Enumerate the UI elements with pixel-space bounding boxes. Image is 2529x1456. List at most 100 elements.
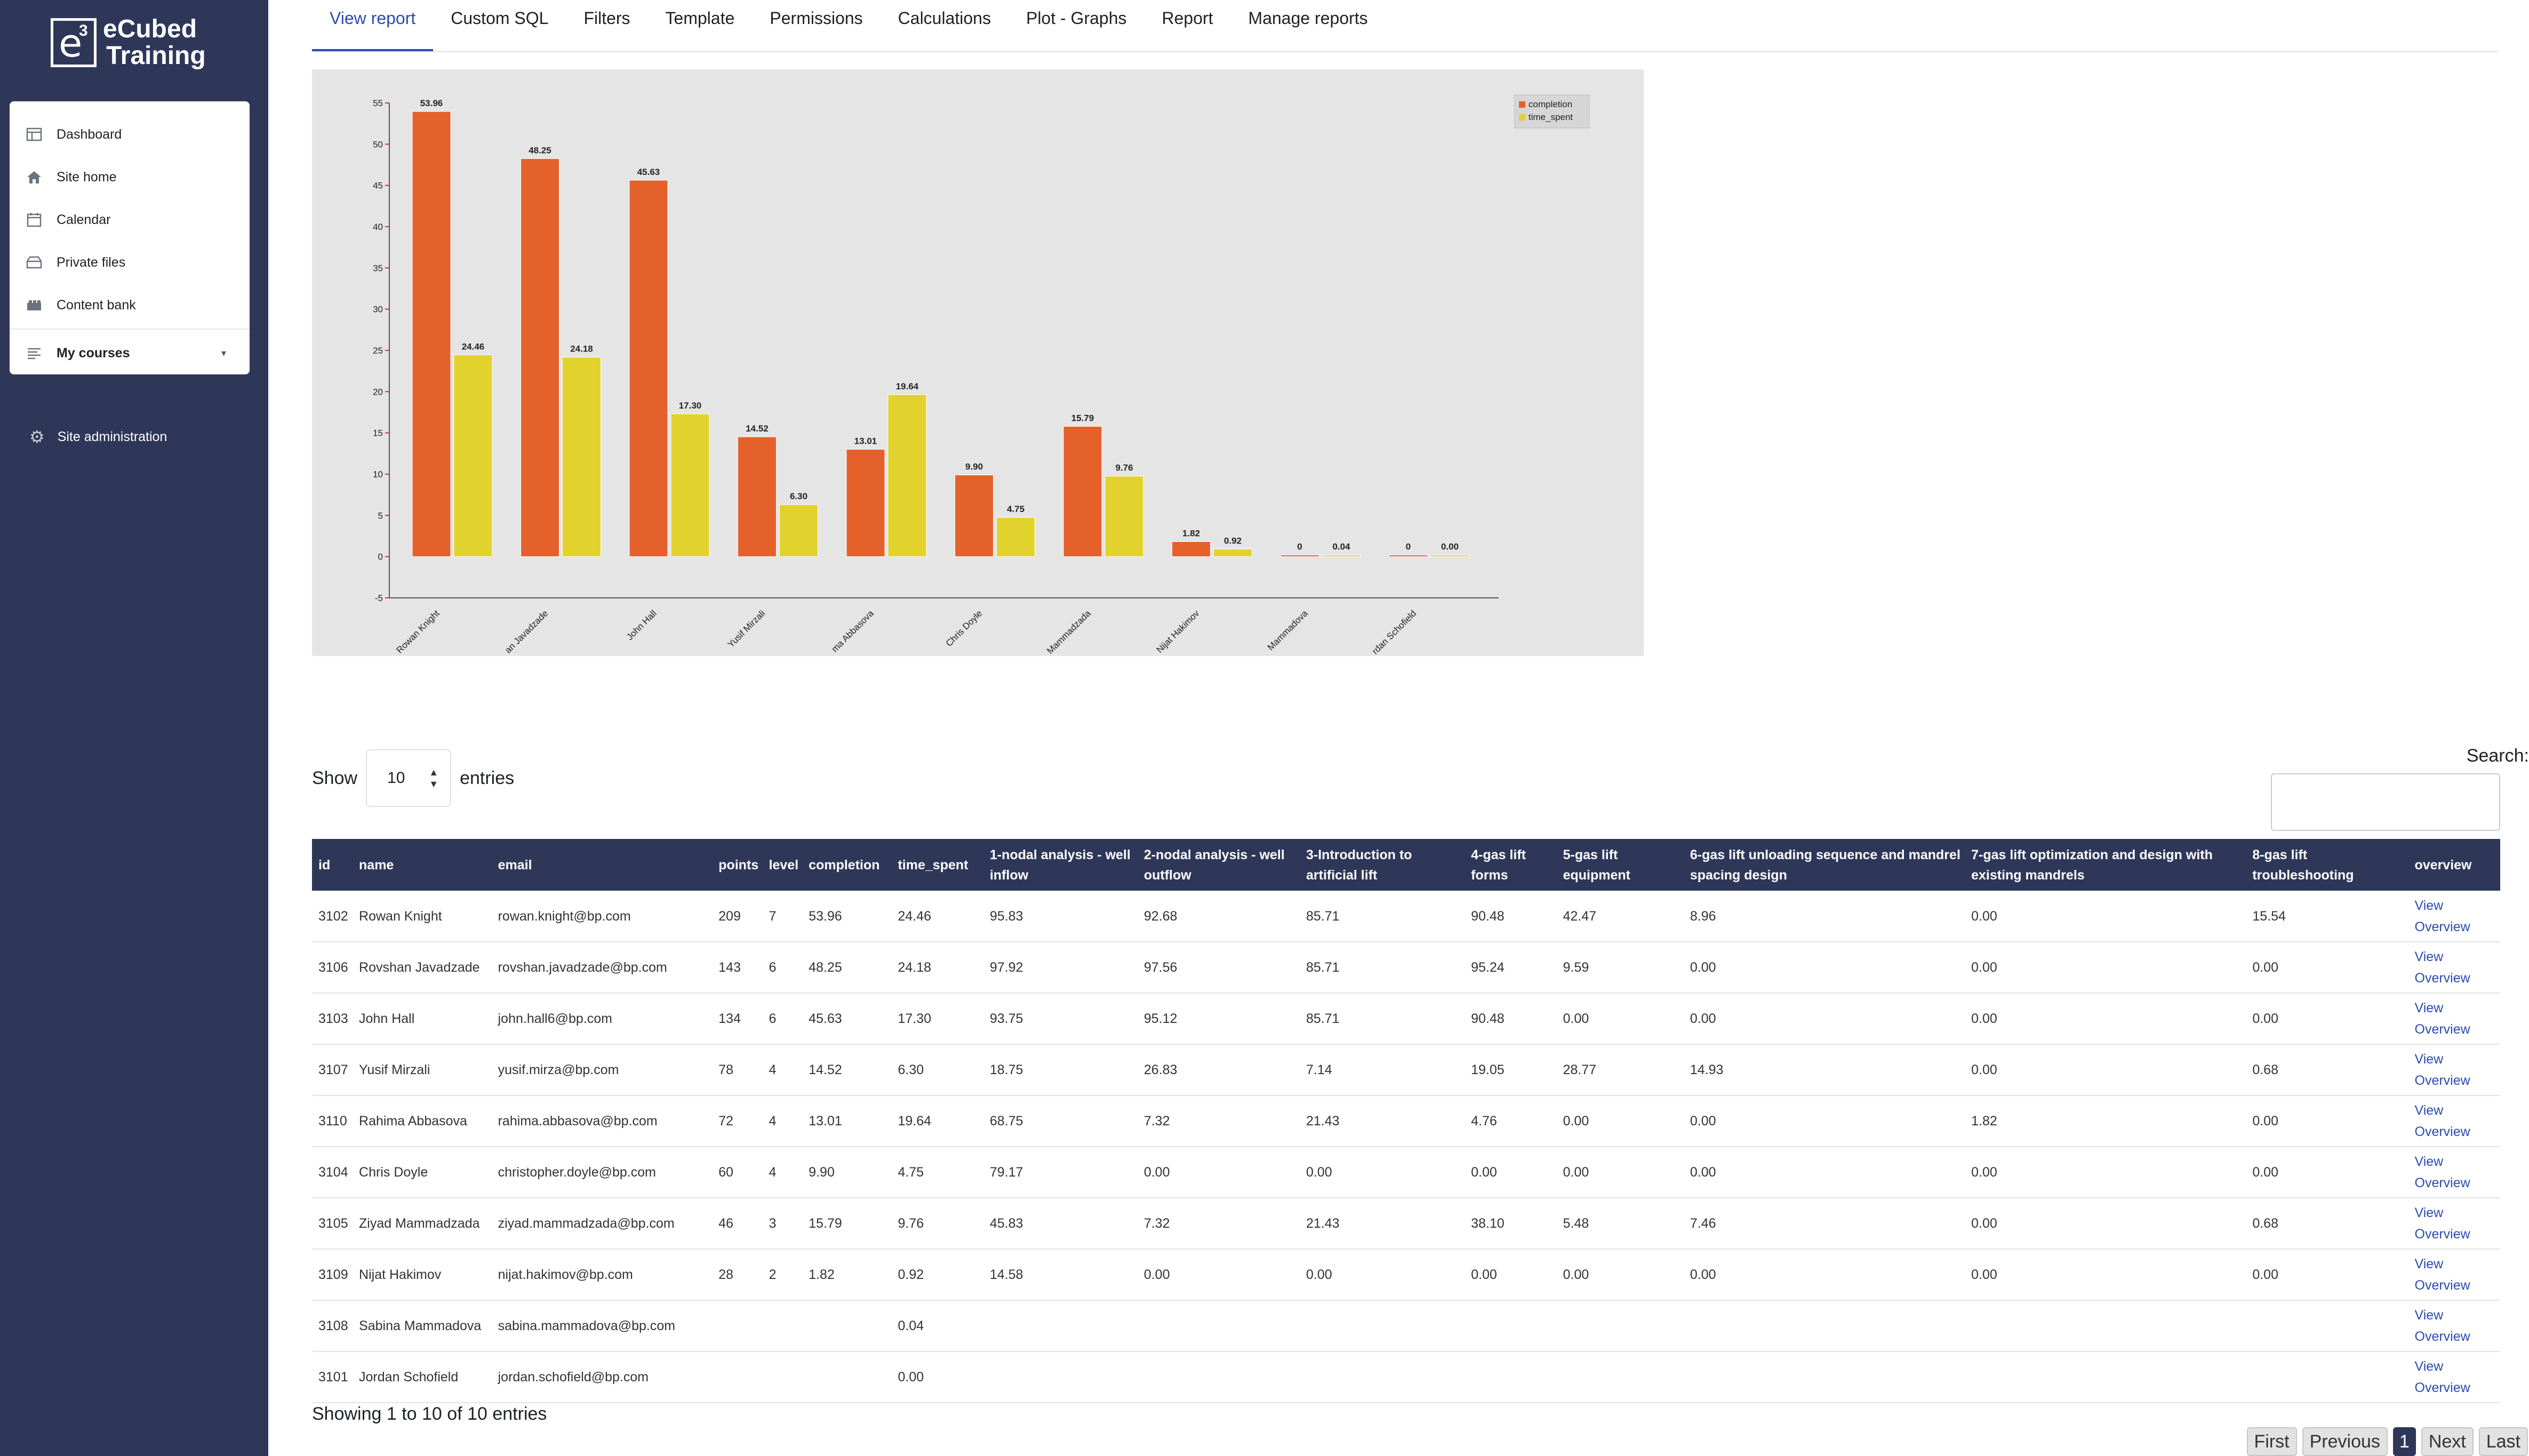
table-cell: 38.10 — [1464, 1198, 1557, 1250]
view-overview-link[interactable]: View Overview — [2408, 993, 2500, 1045]
view-overview-link-line1: View — [2414, 949, 2444, 964]
table-cell: 6 — [762, 942, 803, 994]
bar-value-label: 53.96 — [420, 98, 443, 108]
sidebar-item-my-courses[interactable]: My courses ▾ — [10, 332, 250, 374]
table-cell: 0.00 — [1965, 1198, 2246, 1250]
entries-select[interactable]: 10 ▲ ▼ — [366, 749, 452, 807]
table-cell — [1556, 1300, 1684, 1352]
table-cell: john.hall6@bp.com — [491, 993, 713, 1045]
column-header[interactable]: points — [718, 857, 759, 873]
table-cell: Nijat Hakimov — [353, 1249, 492, 1301]
tab-manage-reports[interactable]: Manage reports — [1248, 9, 1368, 28]
sidebar-item-calendar[interactable]: Calendar — [10, 198, 250, 241]
column-header[interactable]: id — [318, 857, 331, 873]
logo-sup: 3 — [79, 22, 88, 39]
column-header[interactable]: email — [498, 857, 532, 873]
view-overview-link[interactable]: View Overview — [2408, 891, 2500, 942]
column-header[interactable]: 4-gas lift forms — [1471, 847, 1526, 883]
courses-icon — [26, 345, 43, 362]
bar-value-label: 4.75 — [1007, 504, 1025, 514]
table-body: 3102 Rowan Knight rowan.knight@bp.com 209 7 5… — [312, 891, 2500, 1403]
table-cell: 0.00 — [1683, 1147, 1965, 1198]
search-input[interactable] — [2271, 773, 2500, 831]
table-cell — [802, 1300, 892, 1352]
column-header[interactable]: 5-gas lift equipment — [1563, 847, 1630, 883]
y-tick-label: 15 — [373, 428, 383, 438]
table-cell: 13.01 — [802, 1095, 892, 1147]
column-header[interactable]: overview — [2414, 857, 2472, 873]
column-header[interactable]: 8-gas lift troubleshooting — [2252, 847, 2354, 883]
table-row: 3102 Rowan Knight rowan.knight@bp.com 209 7 5… — [312, 891, 2500, 942]
table-cell: 26.83 — [1137, 1044, 1300, 1096]
view-overview-link[interactable]: View Overview — [2408, 1147, 2500, 1198]
view-overview-link[interactable]: View Overview — [2408, 1044, 2500, 1096]
sidebar-item-content-bank[interactable]: Content bank — [10, 284, 250, 326]
tab-filters[interactable]: Filters — [583, 9, 630, 28]
bar-completion — [1172, 541, 1211, 557]
bar-value-label: 9.90 — [965, 462, 983, 472]
tab-calculations[interactable]: Calculations — [898, 9, 991, 28]
table-cell: 4.76 — [1464, 1095, 1557, 1147]
view-overview-link[interactable]: View Overview — [2408, 1300, 2500, 1352]
sidebar-item-site-home[interactable]: Site home — [10, 156, 250, 198]
column-header[interactable]: level — [769, 857, 799, 873]
table-cell: 0.00 — [2246, 1095, 2408, 1147]
pager-first-button[interactable]: First — [2246, 1427, 2297, 1456]
x-tick-label: Nijat Hakimov — [1155, 608, 1202, 655]
table-cell: 0.00 — [1299, 1249, 1465, 1301]
sidebar-item-private-files[interactable]: Private files — [10, 241, 250, 284]
sidebar-item-site-administration[interactable]: ⚙ Site administration — [29, 427, 167, 447]
view-overview-link[interactable]: View Overview — [2408, 1198, 2500, 1250]
column-header[interactable]: completion — [809, 857, 880, 873]
pager-next-button[interactable]: Next — [2421, 1427, 2474, 1456]
column-header[interactable]: 7-gas lift optimization and design with … — [1971, 847, 2213, 883]
pager-previous-button[interactable]: Previous — [2302, 1427, 2388, 1456]
table-cell: christopher.doyle@bp.com — [491, 1147, 713, 1198]
tab-plot-graphs[interactable]: Plot - Graphs — [1026, 9, 1127, 28]
column-header[interactable]: 1-nodal analysis - well inflow — [989, 847, 1131, 883]
table-cell: 7.32 — [1137, 1198, 1300, 1250]
column-header[interactable]: 3-Introduction to artificial lift — [1306, 847, 1412, 883]
x-tick-label: Chris Doyle — [944, 608, 985, 649]
bar-value-label: 9.76 — [1115, 463, 1133, 473]
table-cell — [1965, 1300, 2246, 1352]
table-cell: 0.00 — [2246, 1147, 2408, 1198]
pager-last-button[interactable]: Last — [2478, 1427, 2528, 1456]
x-tick-label: John Hall — [625, 608, 659, 642]
y-tick-label: 45 — [373, 181, 383, 191]
view-overview-link[interactable]: View Overview — [2408, 1249, 2500, 1301]
table-cell: 3110 — [312, 1095, 353, 1147]
column-header[interactable]: time_spent — [898, 857, 969, 873]
table-cell: Ziyad Mammadzada — [353, 1198, 492, 1250]
view-overview-link[interactable]: View Overview — [2408, 1351, 2500, 1403]
column-header[interactable]: 6-gas lift unloading sequence and mandre… — [1690, 847, 1960, 883]
tab-custom-sql[interactable]: Custom SQL — [451, 9, 549, 28]
bar-completion — [1063, 426, 1102, 557]
sidebar-item-dashboard[interactable]: Dashboard — [10, 113, 250, 156]
tab-template[interactable]: Template — [665, 9, 735, 28]
table-cell — [712, 1351, 763, 1403]
table-cell: 0.00 — [1965, 993, 2246, 1045]
pager-page-1-button[interactable]: 1 — [2392, 1427, 2416, 1456]
view-overview-link[interactable]: View Overview — [2408, 1095, 2500, 1147]
table-cell: 95.24 — [1464, 942, 1557, 994]
table-cell: Rahima Abbasova — [353, 1095, 492, 1147]
tab-permissions[interactable]: Permissions — [770, 9, 863, 28]
chevron-down-icon[interactable]: ▾ — [221, 347, 226, 358]
tab-view-report[interactable]: View report — [312, 0, 434, 51]
table-cell: 24.46 — [891, 891, 983, 942]
y-tick-label: 35 — [373, 263, 383, 273]
column-header[interactable]: 2-nodal analysis - well outflow — [1143, 847, 1285, 883]
view-overview-link[interactable]: View Overview — [2408, 942, 2500, 994]
logo[interactable]: e 3 eCubed Training — [51, 16, 206, 69]
table-cell — [2246, 1351, 2408, 1403]
column-header[interactable]: name — [359, 857, 394, 873]
table-cell: 93.75 — [983, 993, 1138, 1045]
logo-mark: e 3 — [51, 18, 97, 67]
table-cell: rowan.knight@bp.com — [491, 891, 713, 942]
table-cell: 0.00 — [1556, 1095, 1684, 1147]
tab-report[interactable]: Report — [1162, 9, 1213, 28]
table-cell: 0.00 — [1683, 1095, 1965, 1147]
bar-value-label: 0 — [1297, 542, 1302, 552]
table-cell — [2246, 1300, 2408, 1352]
